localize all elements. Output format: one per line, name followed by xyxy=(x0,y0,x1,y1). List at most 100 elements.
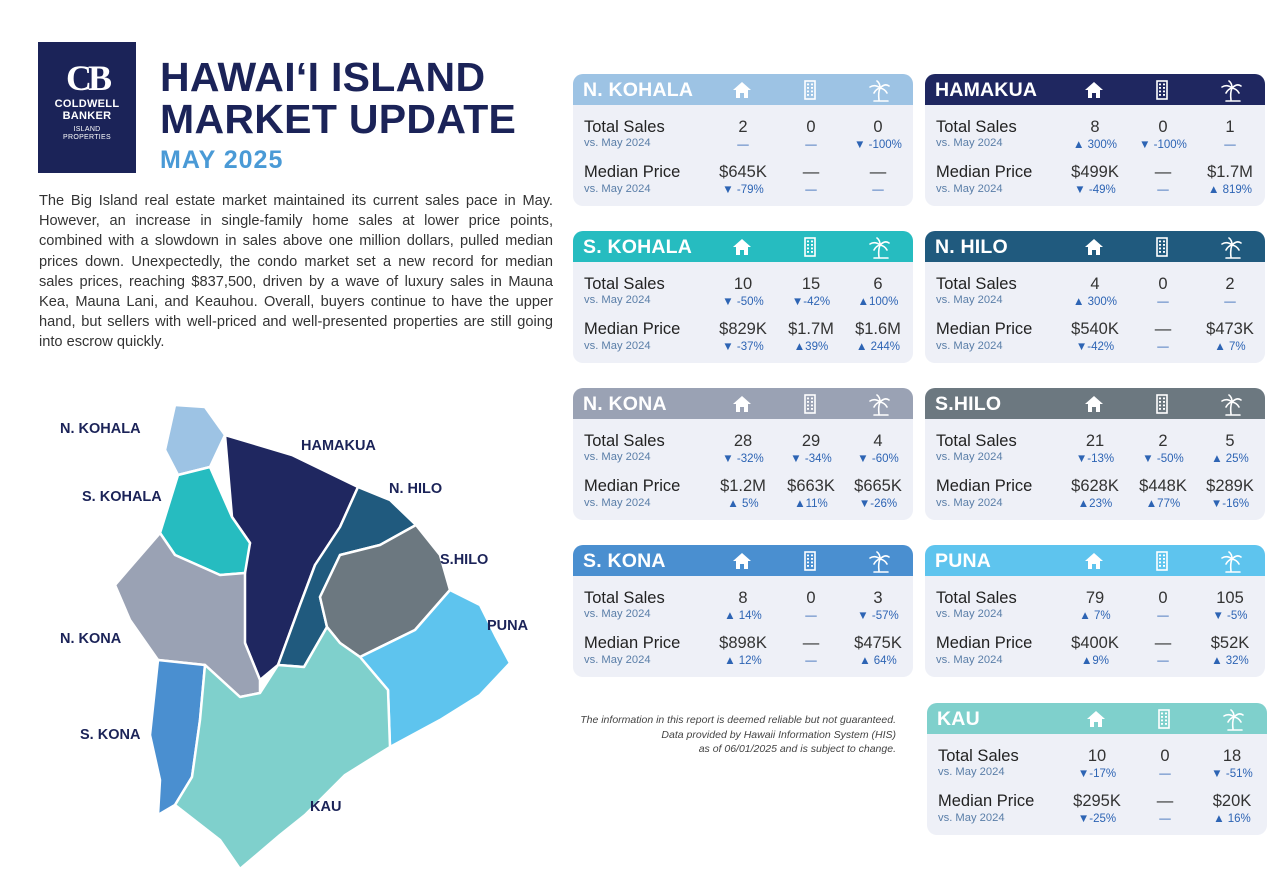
map-label-s-kona: S. KONA xyxy=(80,727,141,743)
median-price-land: — xyxy=(869,163,887,181)
median-price-change-land: ▲ 32% xyxy=(1211,655,1249,667)
market-card: S.HILO Total Sales vs. May 2024 Median Pric… xyxy=(925,388,1265,520)
total-sales-label: Total Sales xyxy=(938,747,1019,765)
total-sales-compare-label: vs. May 2024 xyxy=(936,608,1003,620)
region-n-kohala xyxy=(163,403,227,477)
median-price-label: Median Price xyxy=(936,477,1033,495)
median-price-single-family: $1.2M xyxy=(720,477,766,495)
total-sales-change-land: ▼ -60% xyxy=(857,453,899,465)
total-sales-single-family: 10 xyxy=(733,275,753,293)
total-sales-single-family: 79 xyxy=(1085,589,1105,607)
total-sales-compare-label: vs. May 2024 xyxy=(584,294,651,306)
median-price-condo: — xyxy=(1154,163,1172,181)
total-sales-single-family: 28 xyxy=(733,432,753,450)
total-sales-change-condo: ▼ -34% xyxy=(790,453,832,465)
median-price-condo: — xyxy=(1154,634,1172,652)
median-price-land: $52K xyxy=(1210,634,1250,652)
total-sales-condo: 29 xyxy=(801,432,821,450)
median-price-change-condo: — xyxy=(805,655,817,667)
logo-text-properties: PROPERTIES xyxy=(63,134,111,141)
house-icon xyxy=(731,80,753,100)
page-title: HAWAI‘I ISLAND MARKET UPDATE xyxy=(160,56,516,140)
median-price-change-land: ▲ 16% xyxy=(1213,813,1251,825)
total-sales-condo: 2 xyxy=(1158,432,1168,450)
card-region-title: S.HILO xyxy=(935,393,1002,415)
median-price-condo: $448K xyxy=(1139,477,1187,495)
median-price-single-family: $829K xyxy=(719,320,767,338)
total-sales-condo: 0 xyxy=(1160,747,1170,765)
median-price-compare-label: vs. May 2024 xyxy=(584,183,651,195)
median-price-land: $1.7M xyxy=(1207,163,1253,181)
condo-building-icon xyxy=(1153,709,1175,729)
palm-tree-land-icon xyxy=(866,80,890,102)
total-sales-single-family: 2 xyxy=(738,118,748,136)
median-price-condo: $1.7M xyxy=(788,320,834,338)
map-label-hamakua: HAMAKUA xyxy=(301,438,376,454)
total-sales-label: Total Sales xyxy=(936,118,1017,136)
total-sales-change-land: — xyxy=(1224,139,1236,151)
logo-text-banker: BANKER xyxy=(62,110,112,122)
total-sales-condo: 0 xyxy=(806,118,816,136)
total-sales-change-condo: ▼ -100% xyxy=(1139,139,1187,151)
median-price-compare-label: vs. May 2024 xyxy=(936,183,1003,195)
total-sales-change-single-family: ▲ 300% xyxy=(1073,139,1117,151)
median-price-change-single-family: ▼ -79% xyxy=(722,184,764,196)
card-header: PUNA xyxy=(925,545,1265,576)
palm-tree-land-icon xyxy=(1220,709,1244,731)
card-region-title: KAU xyxy=(937,708,980,730)
total-sales-change-condo: — xyxy=(805,139,817,151)
total-sales-single-family: 8 xyxy=(738,589,748,607)
house-icon xyxy=(1083,80,1105,100)
total-sales-compare-label: vs. May 2024 xyxy=(584,451,651,463)
median-price-change-land: ▲ 7% xyxy=(1214,341,1246,353)
market-card: N. KOHALA Total Sales vs. May 2024 Median P… xyxy=(573,74,913,206)
map-label-kau: KAU xyxy=(310,799,342,815)
brand-logo: CB COLDWELL BANKER ISLAND PROPERTIES xyxy=(38,42,136,173)
median-price-change-single-family: ▼-25% xyxy=(1077,813,1117,825)
card-header: KAU xyxy=(927,703,1267,734)
palm-tree-land-icon xyxy=(866,394,890,416)
total-sales-change-single-family: ▼-13% xyxy=(1075,453,1115,465)
total-sales-land: 0 xyxy=(873,118,883,136)
median-price-change-condo: ▲39% xyxy=(793,341,829,353)
total-sales-land: 1 xyxy=(1225,118,1235,136)
total-sales-single-family: 10 xyxy=(1087,747,1107,765)
median-price-single-family: $628K xyxy=(1071,477,1119,495)
card-header: S. KOHALA xyxy=(573,231,913,262)
market-card: N. KONA Total Sales vs. May 2024 Median Pri… xyxy=(573,388,913,520)
total-sales-change-condo: — xyxy=(805,610,817,622)
house-icon xyxy=(1083,551,1105,571)
median-price-compare-label: vs. May 2024 xyxy=(584,654,651,666)
page-subtitle: MAY 2025 xyxy=(160,146,284,174)
median-price-change-single-family: ▼ -49% xyxy=(1074,184,1116,196)
total-sales-change-single-family: ▼ -32% xyxy=(722,453,764,465)
median-price-change-single-family: ▼-42% xyxy=(1075,341,1115,353)
median-price-change-single-family: ▲ 12% xyxy=(724,655,762,667)
map-label-n-hilo: N. HILO xyxy=(389,481,443,497)
palm-tree-land-icon xyxy=(1218,237,1242,259)
total-sales-change-land: ▼ -5% xyxy=(1212,610,1248,622)
card-region-title: N. KOHALA xyxy=(583,79,694,101)
median-price-land: $473K xyxy=(1206,320,1254,338)
median-price-condo: — xyxy=(802,634,820,652)
median-price-change-land: ▲ 819% xyxy=(1208,184,1252,196)
total-sales-label: Total Sales xyxy=(936,589,1017,607)
median-price-land: $1.6M xyxy=(855,320,901,338)
total-sales-change-single-family: ▲ 7% xyxy=(1079,610,1111,622)
total-sales-change-condo: — xyxy=(1157,610,1169,622)
card-header: S. KONA xyxy=(573,545,913,576)
median-price-single-family: $898K xyxy=(719,634,767,652)
condo-building-icon xyxy=(799,551,821,571)
median-price-label: Median Price xyxy=(936,320,1033,338)
total-sales-change-single-family: ▼ -50% xyxy=(722,296,764,308)
market-card: S. KONA Total Sales vs. May 2024 Median Pri… xyxy=(573,545,913,677)
condo-building-icon xyxy=(1151,80,1173,100)
condo-building-icon xyxy=(1151,237,1173,257)
median-price-change-land: ▲ 244% xyxy=(856,341,900,353)
total-sales-land: 18 xyxy=(1222,747,1242,765)
total-sales-change-condo: ▼ -50% xyxy=(1142,453,1184,465)
median-price-compare-label: vs. May 2024 xyxy=(936,340,1003,352)
total-sales-compare-label: vs. May 2024 xyxy=(584,608,651,620)
total-sales-compare-label: vs. May 2024 xyxy=(936,137,1003,149)
house-icon xyxy=(731,237,753,257)
